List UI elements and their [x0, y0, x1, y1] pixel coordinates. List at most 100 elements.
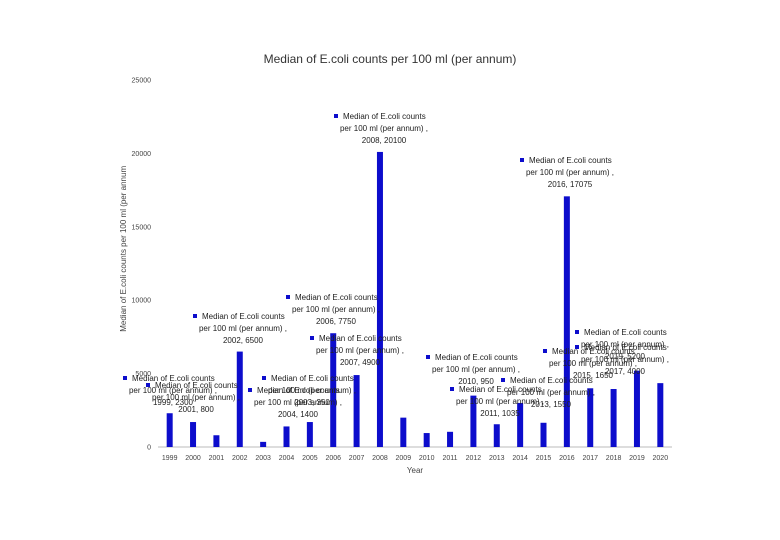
data-label-unit: per 100 ml (per annum) , [456, 397, 544, 406]
data-label-value: 2007, 4900 [340, 358, 381, 367]
bar-2020 [657, 383, 664, 447]
data-label-series: Median of E.coli counts [271, 374, 354, 383]
data-label-value: 2008, 20100 [362, 136, 407, 145]
data-label-series: Median of E.coli counts [584, 343, 667, 352]
bar-2011 [447, 431, 454, 447]
data-label-series: Median of E.coli counts [295, 293, 378, 302]
x-tick-label: 2017 [582, 455, 598, 462]
data-label-value: 2006, 7750 [316, 317, 357, 326]
x-tick-label: 2003 [255, 455, 271, 462]
data-label-marker [123, 376, 127, 380]
data-label-value: 2011, 1035 [480, 409, 520, 418]
x-tick-label: 2008 [372, 455, 388, 462]
x-tick-label: 2019 [629, 455, 645, 462]
x-tick-label: 1999 [162, 455, 178, 462]
data-label-marker [501, 378, 505, 382]
data-label-marker [543, 349, 547, 353]
data-label-marker [248, 388, 252, 392]
data-label-marker [575, 345, 579, 349]
data-label-series: Median of E.coli counts [202, 312, 285, 321]
data-label-marker [146, 383, 150, 387]
data-label-unit: per 100 ml (per annum) , [268, 386, 356, 395]
bar-2006 [330, 333, 337, 447]
data-label-unit: per 100 ml (per annum) , [254, 398, 342, 407]
x-tick-label: 2009 [396, 455, 412, 462]
x-tick-label: 2011 [443, 455, 458, 462]
data-label-value: 2019, 5200 [605, 352, 646, 361]
data-label-series: Median of E.coli counts [529, 156, 612, 165]
data-label-unit: per 100 ml (per annum) , [340, 124, 428, 133]
data-label-value: 2013, 1550 [531, 400, 572, 409]
bar-2019 [633, 370, 640, 447]
data-label-unit: per 100 ml (per annum) , [432, 365, 520, 374]
bar-2012 [470, 395, 477, 447]
data-label-value: 2010, 950 [458, 377, 494, 386]
y-axis-title: Median of E.coli counts per 100 ml (per … [119, 166, 128, 332]
data-label-marker [193, 314, 197, 318]
x-tick-label: 2000 [185, 455, 201, 462]
x-tick-label: 2013 [489, 455, 505, 462]
data-label-series: Median of E.coli counts [584, 328, 667, 337]
bar-2015 [540, 422, 547, 447]
data-label-unit: per 100 ml (per annum) , [526, 168, 614, 177]
data-label-unit: per 100 ml (per annum) , [316, 346, 404, 355]
bar-2000 [190, 422, 197, 447]
data-label-unit: per 100 ml (per annum) , [581, 355, 669, 364]
bar-2009 [400, 417, 407, 447]
data-label-series: Median of E.coli counts [343, 112, 426, 121]
y-tick-label: 25000 [132, 78, 152, 85]
data-label-unit: per 100 ml (per annum) , [199, 324, 287, 333]
data-label-series: Median of E.coli counts [435, 353, 518, 362]
x-tick-label: 2010 [419, 455, 435, 462]
y-tick-label: 20000 [132, 151, 152, 158]
y-tick-label: 10000 [132, 298, 152, 305]
data-label-marker [450, 387, 454, 391]
data-label-marker [262, 376, 266, 380]
bar-2013 [493, 424, 500, 447]
data-label-series: Median of E.coli counts [552, 347, 635, 356]
bar-1999 [166, 413, 173, 447]
data-label-series: Median of E.coli counts [319, 334, 402, 343]
bar-2002 [236, 351, 243, 447]
bar-2007 [353, 375, 360, 447]
bar-2008 [376, 151, 383, 447]
bar-2004 [283, 426, 290, 447]
x-tick-label: 2004 [279, 455, 295, 462]
data-label-value: 2015, 1650 [573, 371, 614, 380]
data-label-value: 2004, 1400 [278, 410, 319, 419]
y-tick-label: 5000 [135, 371, 151, 378]
data-label-unit: per 100 ml (per annum) , [549, 359, 637, 368]
data-label-unit: per 100 ml (per annum) , [292, 305, 380, 314]
data-label-series: Median of E.coli counts [155, 381, 238, 390]
bar-2003 [260, 441, 267, 447]
data-label-unit: per 100 ml (per annum) , [507, 388, 595, 397]
data-label-unit: per 100 ml (per annum) , [129, 386, 217, 395]
data-label-series: Median of E.coli counts [510, 376, 593, 385]
data-label-series: Median of E.coli counts [132, 374, 215, 383]
x-axis-title: Year [407, 466, 424, 475]
data-label-marker [520, 158, 524, 162]
x-tick-label: 2006 [325, 455, 341, 462]
x-tick-label: 2005 [302, 455, 318, 462]
data-label-unit: per 100 ml (per annum) , [152, 393, 240, 402]
x-tick-label: 2001 [209, 455, 225, 462]
x-tick-label: 2012 [466, 455, 482, 462]
data-label-value: 2017, 4000 [605, 367, 646, 376]
bar-2010 [423, 433, 430, 447]
data-label-marker [286, 295, 290, 299]
x-tick-label: 2016 [559, 455, 575, 462]
x-tick-label: 2002 [232, 455, 248, 462]
data-label-marker [310, 336, 314, 340]
data-label-series: Median of E.coli counts [459, 385, 542, 394]
data-label-series: Median of E.coli counts [257, 386, 340, 395]
y-tick-label: 0 [147, 445, 151, 452]
bar-2014 [517, 402, 524, 447]
data-label-value: 1999, 2300 [153, 398, 194, 407]
data-label-value: 2001, 800 [178, 405, 214, 414]
data-label-marker [575, 330, 579, 334]
x-tick-label: 2020 [653, 455, 669, 462]
bar-2016 [563, 196, 570, 447]
chart-title: Median of E.coli counts per 100 ml (per … [263, 52, 517, 66]
data-label-unit: per 100 ml (per annum) , [581, 340, 669, 349]
